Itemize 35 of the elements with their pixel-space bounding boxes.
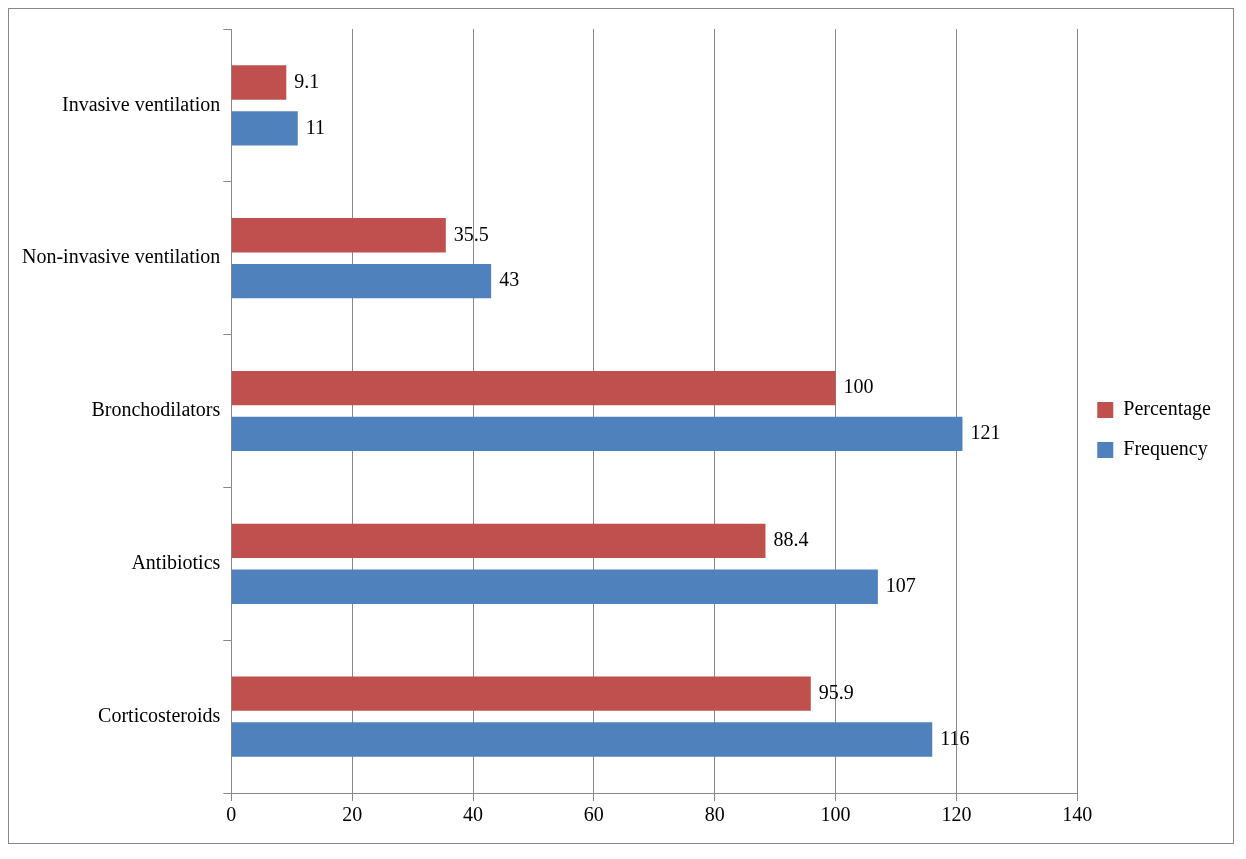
data-label: 9.1 <box>294 69 320 92</box>
x-tick-label: 60 <box>583 803 604 826</box>
data-label: 88.4 <box>773 528 809 551</box>
y-tick-label: Bronchodilators <box>91 398 221 421</box>
bar <box>231 523 766 559</box>
x-tick-label: 80 <box>704 803 725 826</box>
bar <box>231 569 878 604</box>
x-tick-label: 140 <box>1062 803 1093 826</box>
y-tick-label: Corticosteroids <box>98 703 221 726</box>
data-label: 43 <box>499 268 520 291</box>
data-label: 116 <box>940 726 970 749</box>
data-label: 11 <box>305 115 326 138</box>
legend-label: Percentage <box>1123 397 1212 421</box>
bar <box>231 722 933 757</box>
data-label: 35.5 <box>453 222 489 245</box>
legend-label: Frequency <box>1123 437 1208 461</box>
x-tick-label: 40 <box>463 803 483 826</box>
bar <box>231 218 446 253</box>
data-label: 121 <box>970 421 1001 444</box>
bar <box>231 65 287 100</box>
data-label: 100 <box>843 375 874 398</box>
bar <box>231 676 811 711</box>
x-tick-label: 100 <box>820 803 851 826</box>
bar <box>231 416 963 452</box>
bar <box>231 263 492 299</box>
x-tick-label: 120 <box>941 803 972 826</box>
data-label: 107 <box>885 573 916 596</box>
data-label: 95.9 <box>818 680 854 703</box>
y-tick-label: Antibiotics <box>131 551 221 574</box>
y-tick-label: Non-invasive ventilation <box>21 245 221 268</box>
y-tick-label: Invasive ventilation <box>61 92 221 115</box>
x-tick-label: 20 <box>342 803 363 826</box>
bar <box>231 111 298 146</box>
bar <box>231 370 836 406</box>
x-tick-label: 0 <box>226 803 237 826</box>
